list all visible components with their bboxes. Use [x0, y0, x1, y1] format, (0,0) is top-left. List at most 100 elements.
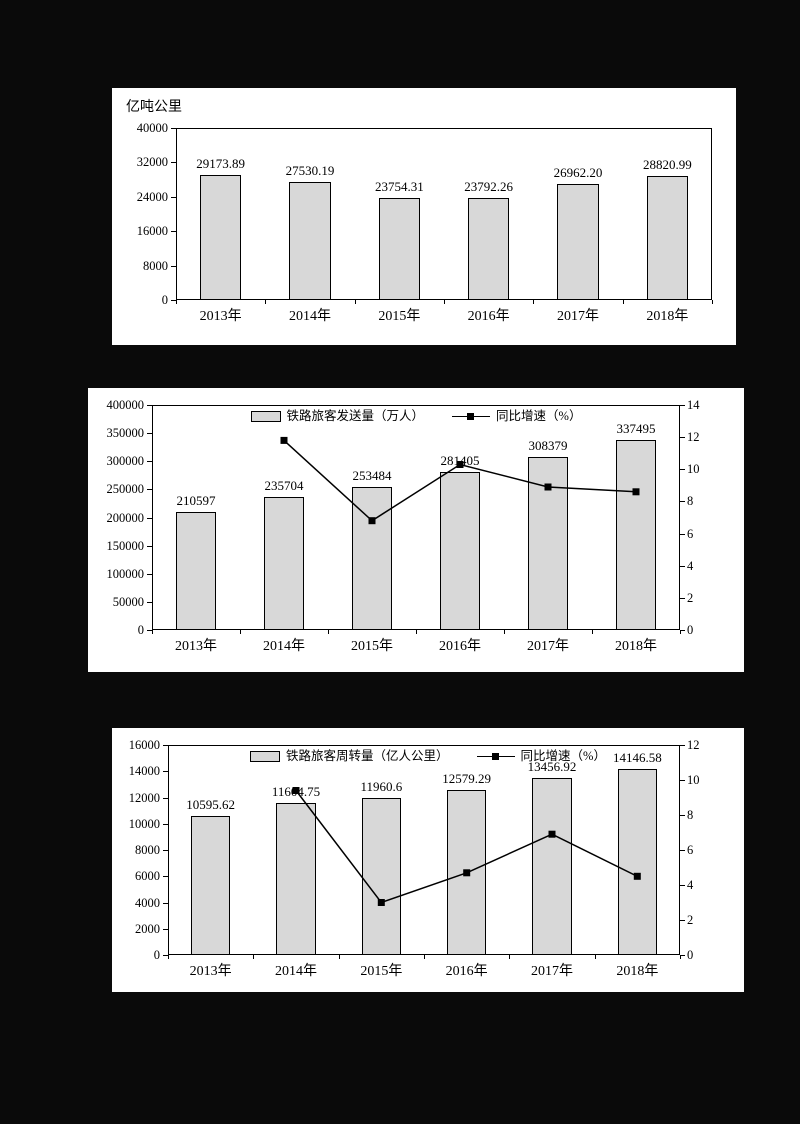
bar: [439, 471, 481, 630]
secondary-y-axis-tick-mark: [680, 469, 685, 471]
y-axis-tick-label: 12000: [128, 790, 160, 805]
y-axis-tick-label: 8000: [143, 258, 168, 273]
x-axis-tick-label: 2013年: [199, 309, 242, 324]
bar-value-label: 27530.19: [285, 162, 335, 178]
y-axis-tick-label: 0: [161, 293, 168, 307]
x-axis-tick-mark: [152, 630, 153, 634]
y-axis-title: 亿吨公里: [126, 100, 182, 115]
bar: [646, 176, 688, 300]
x-axis-tick-mark: [338, 955, 340, 959]
x-axis-tick-label: 2016年: [445, 964, 488, 979]
bar-value-label: 281405: [440, 452, 480, 468]
y-axis-tick-mark: [147, 573, 152, 575]
y-axis-tick-mark: [147, 433, 152, 435]
x-axis-tick-mark: [509, 955, 511, 959]
plot-area: [176, 128, 712, 300]
bar: [378, 197, 420, 300]
legend-item-line: 同比增速（%）: [476, 748, 606, 764]
y-axis-tick-mark: [147, 461, 152, 463]
bar: [351, 487, 393, 630]
secondary-y-axis-tick-mark: [680, 533, 685, 535]
x-axis-tick-mark: [444, 300, 445, 304]
x-axis-tick-mark: [592, 630, 593, 634]
x-axis-tick-label: 2015年: [351, 639, 393, 654]
x-axis-tick-label: 2016年: [467, 309, 510, 324]
x-axis-tick-label: 2018年: [616, 964, 659, 979]
secondary-y-axis-tick-label: 4: [687, 558, 694, 573]
bar: [617, 769, 657, 955]
x-axis-tick-mark: [680, 955, 681, 959]
secondary-y-axis-tick-mark: [680, 745, 685, 746]
y-axis-tick-mark: [171, 265, 176, 267]
bar-value-label: 10595.62: [186, 796, 236, 812]
y-axis-tick-label: 250000: [106, 482, 145, 497]
secondary-y-axis-tick-label: 12: [687, 738, 700, 752]
y-axis-tick-mark: [147, 630, 152, 631]
bar: [468, 197, 510, 300]
x-axis-tick-label: 2014年: [289, 309, 331, 324]
secondary-y-axis-tick-label: 8: [687, 494, 694, 509]
x-axis-tick-label: 2018年: [615, 639, 657, 654]
x-axis-tick-mark: [176, 300, 177, 304]
x-axis-tick-label: 2014年: [275, 964, 317, 979]
bar-value-label: 210597: [176, 492, 216, 508]
legend-line-label: 同比增速（%）: [496, 409, 582, 423]
secondary-y-axis-tick-mark: [680, 565, 685, 567]
x-axis-tick-label: 2017年: [557, 309, 599, 324]
legend-line-marker: [491, 752, 499, 760]
x-axis-tick-label: 2013年: [175, 639, 217, 654]
bar-value-label: 28820.99: [642, 157, 692, 173]
legend-line-label: 同比增速（%）: [520, 749, 606, 763]
secondary-y-axis-tick-mark: [680, 405, 685, 406]
y-axis-tick-mark: [171, 231, 176, 233]
y-axis-tick-mark: [163, 797, 168, 799]
secondary-y-axis-tick-mark: [680, 920, 685, 921]
bar-value-label: 13456.92: [527, 759, 577, 775]
y-axis-tick-label: 100000: [106, 566, 145, 581]
bar-value-label: 29173.89: [196, 155, 246, 171]
y-axis-tick-label: 0: [153, 948, 160, 962]
bar: [532, 778, 572, 955]
bar-value-label: 23792.26: [464, 178, 514, 194]
x-axis-tick-mark: [354, 300, 356, 304]
legend-item-bar: 铁路旅客发送量（万人）: [250, 408, 425, 424]
bar-value-label: 253484: [352, 468, 392, 484]
bar-value-label: 337495: [616, 421, 656, 437]
y-axis-tick-label: 16000: [136, 224, 168, 239]
passenger-volume-combo-chart: 0 50000 100000 150000 200000 250000 300000 3500…: [88, 388, 744, 672]
bar: [289, 181, 331, 300]
y-axis-tick-label: 350000: [106, 426, 145, 441]
secondary-y-axis-tick-label: 4: [687, 878, 694, 892]
x-axis-tick-mark: [416, 630, 417, 634]
y-axis-tick-label: 8000: [135, 843, 160, 857]
y-axis-tick-label: 300000: [106, 454, 145, 469]
y-axis-tick-label: 400000: [106, 398, 145, 412]
bar-value-label: 235704: [264, 478, 304, 494]
y-axis-tick-mark: [147, 545, 152, 547]
bar: [361, 798, 401, 955]
x-axis-tick-mark: [504, 630, 505, 634]
legend-line-swatch-icon: [476, 752, 515, 761]
secondary-y-axis-tick-label: 12: [687, 430, 700, 445]
y-axis-tick-label: 6000: [135, 869, 160, 884]
y-axis-tick-label: 24000: [136, 189, 168, 204]
y-axis-tick-mark: [171, 196, 176, 198]
secondary-y-axis-tick-label: 0: [687, 623, 694, 637]
x-axis-tick-mark: [240, 630, 241, 634]
y-axis-tick-label: 14000: [128, 764, 160, 779]
chart-legend: 铁路旅客周转量（亿人公里） 同比增速（%）: [112, 748, 744, 764]
chart-legend: 铁路旅客发送量（万人） 同比增速（%）: [88, 408, 744, 424]
legend-item-line: 同比增速（%）: [452, 408, 581, 424]
x-axis-tick-mark: [424, 955, 425, 959]
bar: [527, 456, 569, 630]
secondary-y-axis-tick-label: 0: [687, 948, 694, 962]
x-axis-tick-label: 2015年: [378, 309, 421, 324]
bar: [191, 815, 231, 955]
secondary-y-axis-tick-mark: [680, 630, 685, 631]
y-axis-tick-mark: [171, 162, 176, 164]
y-axis-tick-label: 10000: [128, 816, 160, 831]
y-axis-tick-label: 0: [137, 623, 144, 637]
legend-bar-label: 铁路旅客发送量（万人）: [286, 409, 425, 423]
x-axis-tick-label: 2017年: [531, 964, 573, 979]
